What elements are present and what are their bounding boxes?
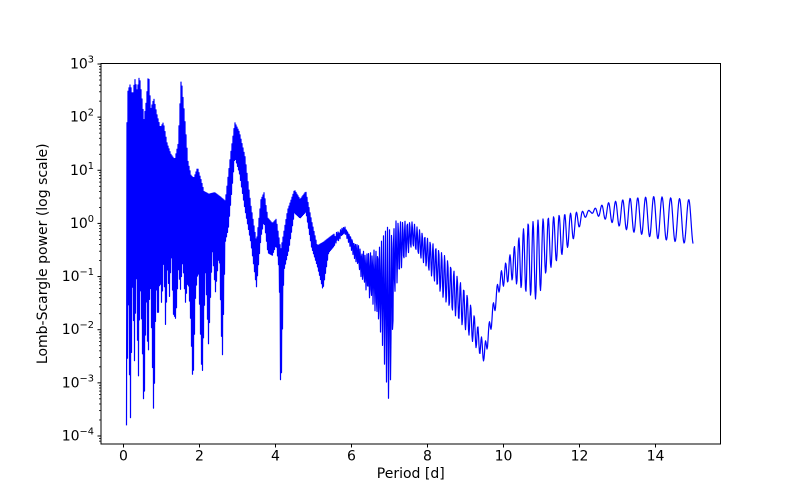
axes-frame <box>100 63 721 445</box>
y-tick-label: 10−2 <box>62 320 94 338</box>
y-tick-label: 102 <box>70 108 94 126</box>
x-tick-label: 6 <box>347 449 356 465</box>
x-tick-label: 10 <box>495 449 513 465</box>
x-tick-label: 4 <box>271 449 280 465</box>
x-tick-label: 12 <box>571 449 589 465</box>
x-tick-label: 14 <box>647 449 665 465</box>
x-axis-label: Period [d] <box>377 466 445 482</box>
periodogram-curve <box>125 77 694 426</box>
y-tick-label: 10−4 <box>62 426 94 444</box>
y-tick-label: 100 <box>70 214 94 232</box>
y-tick-label: 103 <box>70 55 94 73</box>
x-tick-label: 0 <box>119 449 128 465</box>
plot-area: 0 2 4 6 8 10 12 14 103 102 101 100 10−1 10−2 10−3 10−4 <box>62 55 721 465</box>
x-tick-label: 8 <box>423 449 432 465</box>
x-tick-label: 2 <box>195 449 204 465</box>
y-tick-label: 10−1 <box>62 267 94 285</box>
y-tick-label: 10−3 <box>62 373 94 391</box>
y-tick-label: 101 <box>70 161 94 179</box>
y-axis-label: Lomb-Scargle power (log scale) <box>35 143 51 364</box>
